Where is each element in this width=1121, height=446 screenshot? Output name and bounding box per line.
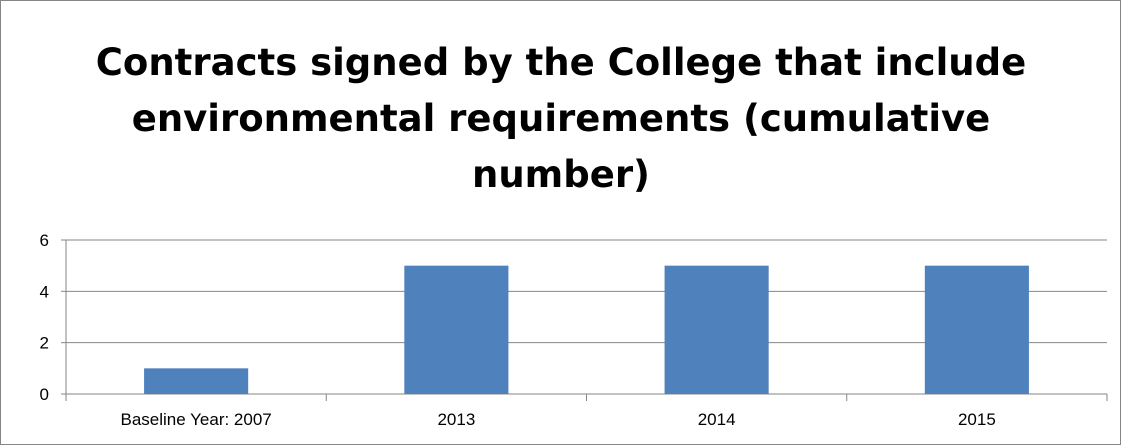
bar <box>144 368 249 394</box>
x-category-label: Baseline Year: 2007 <box>121 410 272 429</box>
bars <box>144 265 1029 394</box>
y-tick-labels: 0 2 4 6 <box>40 231 49 404</box>
bar <box>664 265 769 394</box>
chart-title: Contracts signed by the College that inc… <box>95 41 1027 196</box>
x-category-label: 2015 <box>958 410 996 429</box>
y-tick-label: 2 <box>40 334 49 353</box>
bar <box>404 265 509 394</box>
y-tick-label: 0 <box>40 385 49 404</box>
y-tick-label: 6 <box>40 231 49 250</box>
x-category-label: 2013 <box>437 410 475 429</box>
bar <box>924 265 1029 394</box>
y-tick-label: 4 <box>40 282 49 301</box>
x-category-labels: Baseline Year: 2007 2013 2014 2015 <box>121 410 996 429</box>
x-category-label: 2014 <box>698 410 736 429</box>
